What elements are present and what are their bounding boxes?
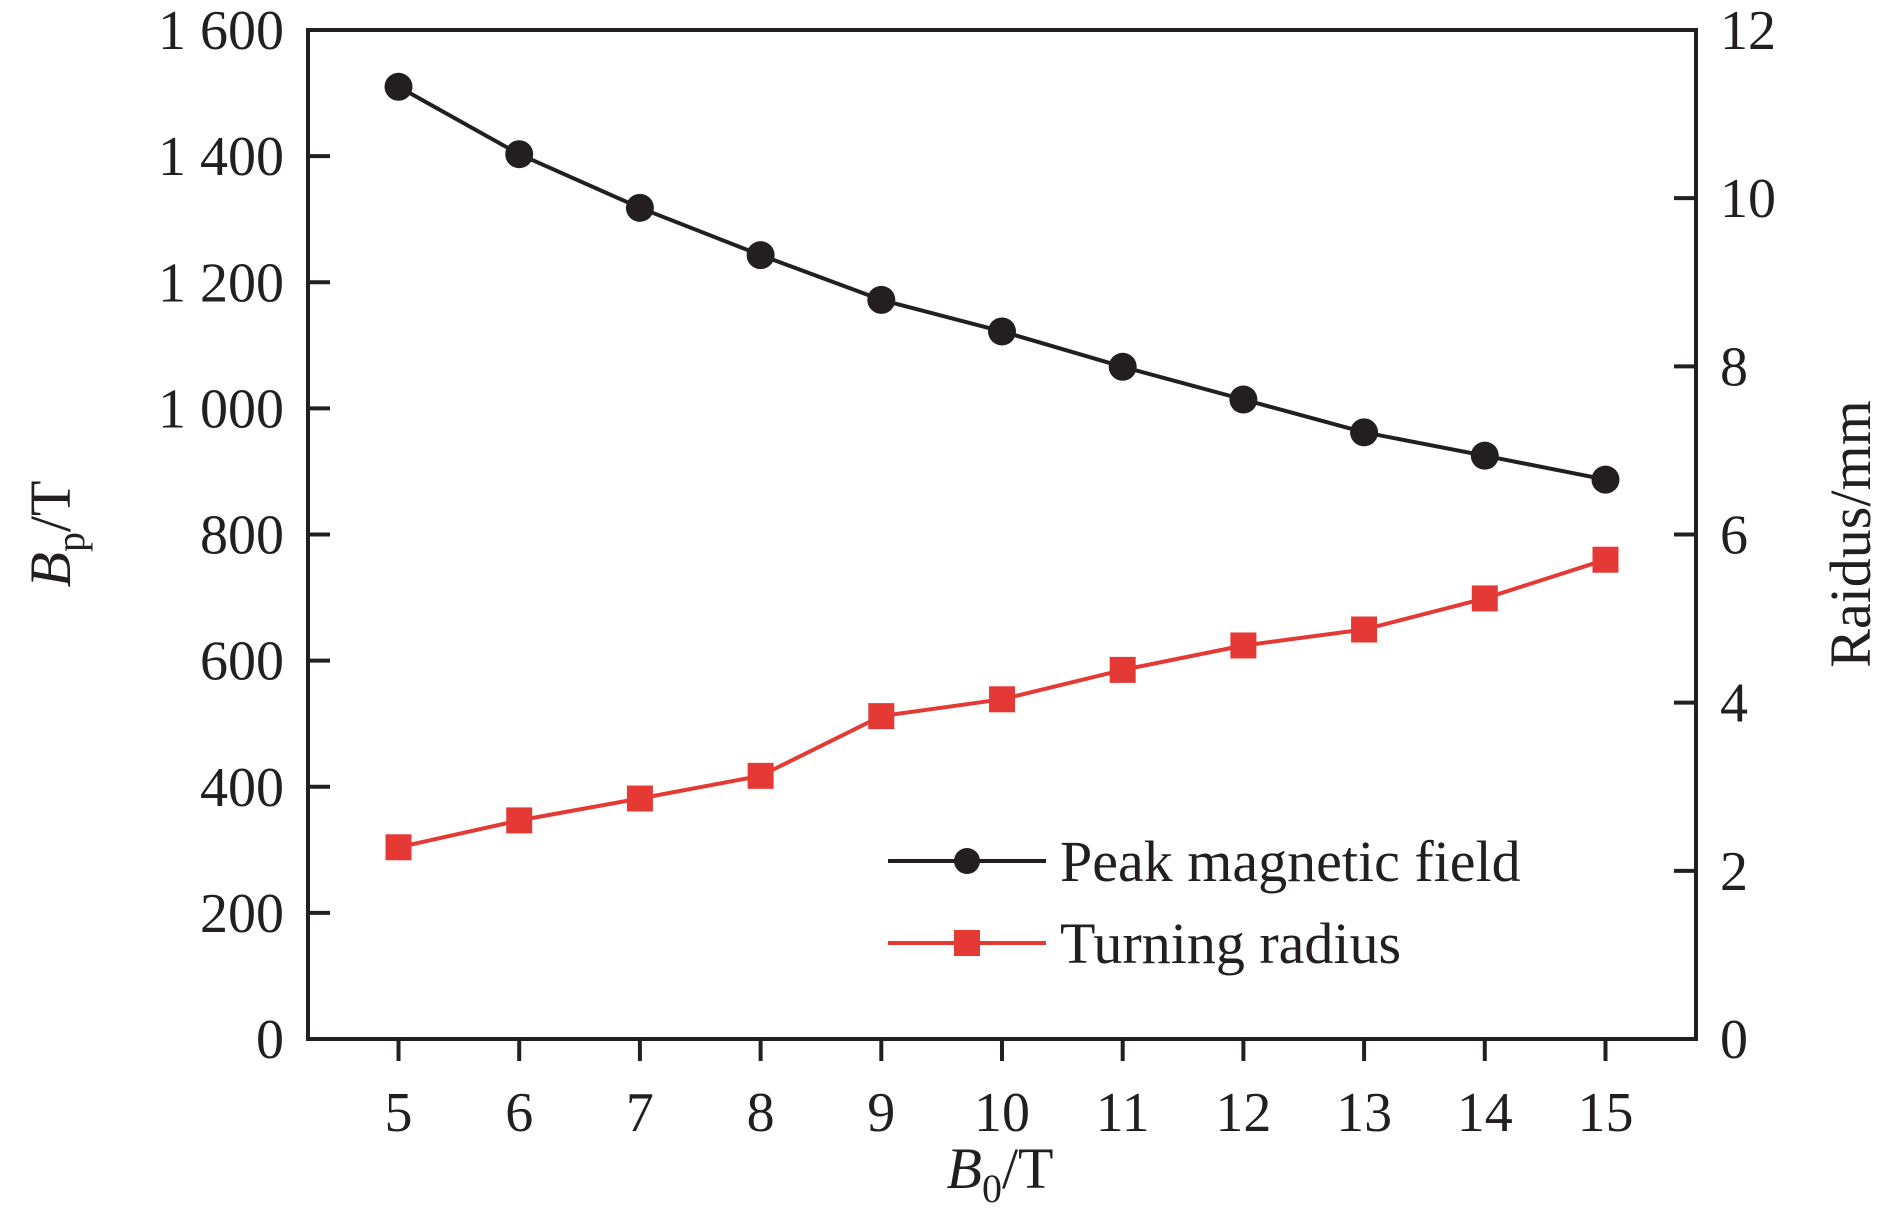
x-tick-label-12: 12	[1215, 1082, 1271, 1144]
series-peak-magnetic-field	[384, 72, 1620, 494]
data-point-turning-radius-11	[1109, 656, 1136, 683]
left-y-axis-title-sub: p	[48, 532, 93, 552]
x-tick-label-15: 15	[1577, 1082, 1633, 1144]
data-point-peak-magnetic-field-6	[505, 140, 534, 169]
right-y-tick-label-6: 6	[1720, 505, 1748, 567]
x-tick-label-11: 11	[1096, 1082, 1150, 1144]
series-layer	[384, 72, 1620, 861]
legend-swatch-marker-radius	[954, 930, 980, 956]
data-point-peak-magnetic-field-7	[625, 193, 654, 222]
left-y-tick-label-400: 400	[200, 757, 284, 819]
data-point-turning-radius-10	[989, 686, 1015, 713]
data-point-peak-magnetic-field-8	[746, 241, 775, 270]
left-y-tick-label-600: 600	[200, 631, 284, 693]
left-y-axis-title-unit: /T	[18, 481, 83, 533]
x-tick-label-5: 5	[385, 1082, 413, 1144]
data-point-peak-magnetic-field-13	[1350, 418, 1379, 447]
legend-item-peak-magnetic-field: Peak magnetic field	[888, 829, 1521, 894]
data-point-peak-magnetic-field-15	[1591, 465, 1620, 494]
data-point-turning-radius-15	[1592, 546, 1619, 573]
left-y-tick-label-1000: 1 000	[158, 378, 284, 440]
data-point-turning-radius-12	[1230, 632, 1257, 659]
right-y-tick-label-4: 4	[1720, 673, 1748, 735]
left-y-axis-title-main: B	[18, 552, 83, 587]
right-y-tick-label-0: 0	[1720, 1009, 1748, 1071]
x-tick-label-9: 9	[867, 1082, 895, 1144]
data-point-peak-magnetic-field-10	[988, 317, 1016, 346]
right-y-axis-title: Raidus/mm	[1818, 400, 1883, 667]
series-line-peak-magnetic-field	[397, 85, 1606, 482]
right-y-axis: 0 2 4 6 8 10 12	[1674, 0, 1776, 1071]
x-axis: 5 6 7 8 9 10 11 12 13 14 15	[385, 1039, 1633, 1144]
x-axis-title-unit: /T	[1002, 1136, 1054, 1201]
data-point-turning-radius-9	[868, 703, 895, 730]
right-y-tick-label-12: 12	[1720, 0, 1776, 62]
data-point-peak-magnetic-field-12	[1229, 385, 1258, 414]
x-axis-title-main: B	[947, 1136, 982, 1201]
data-point-turning-radius-8	[747, 762, 774, 789]
legend: Peak magnetic field Turning radius	[888, 829, 1521, 976]
x-tick-label-13: 13	[1336, 1082, 1392, 1144]
x-tick-label-7: 7	[626, 1082, 654, 1144]
left-y-axis-title: Bp/T	[18, 481, 93, 588]
data-point-turning-radius-7	[626, 785, 653, 812]
right-y-tick-label-8: 8	[1720, 336, 1748, 398]
left-y-tick-label-0: 0	[256, 1009, 284, 1071]
x-tick-label-10: 10	[974, 1082, 1030, 1144]
data-point-peak-magnetic-field-5	[384, 72, 413, 101]
left-y-axis: 0 200 400 600 800 1 000 1 200 1 400 1 600	[158, 0, 330, 1071]
x-axis-title: B0/T	[947, 1136, 1054, 1211]
legend-swatch-marker-peak	[954, 848, 980, 874]
data-point-turning-radius-13	[1351, 616, 1378, 643]
legend-item-turning-radius: Turning radius	[888, 911, 1401, 976]
left-y-tick-label-1400: 1 400	[158, 126, 284, 188]
legend-label-peak-magnetic-field: Peak magnetic field	[1060, 829, 1521, 894]
series-turning-radius	[385, 546, 1619, 861]
right-y-tick-label-2: 2	[1720, 841, 1748, 903]
left-y-tick-label-200: 200	[200, 883, 284, 945]
right-y-tick-label-10: 10	[1720, 168, 1776, 230]
legend-label-turning-radius: Turning radius	[1060, 911, 1401, 976]
data-point-turning-radius-5	[385, 834, 412, 861]
x-tick-label-14: 14	[1457, 1082, 1513, 1144]
data-point-peak-magnetic-field-9	[867, 285, 896, 314]
data-point-peak-magnetic-field-11	[1108, 352, 1137, 381]
left-y-tick-label-1600: 1 600	[158, 0, 284, 62]
x-tick-label-6: 6	[505, 1082, 533, 1144]
data-point-turning-radius-14	[1471, 585, 1498, 612]
left-y-tick-label-800: 800	[200, 505, 284, 567]
x-tick-label-8: 8	[747, 1082, 775, 1144]
x-axis-title-sub: 0	[982, 1166, 1002, 1211]
data-point-peak-magnetic-field-14	[1470, 441, 1499, 470]
left-y-tick-label-1200: 1 200	[158, 252, 284, 314]
data-point-turning-radius-6	[506, 807, 533, 834]
